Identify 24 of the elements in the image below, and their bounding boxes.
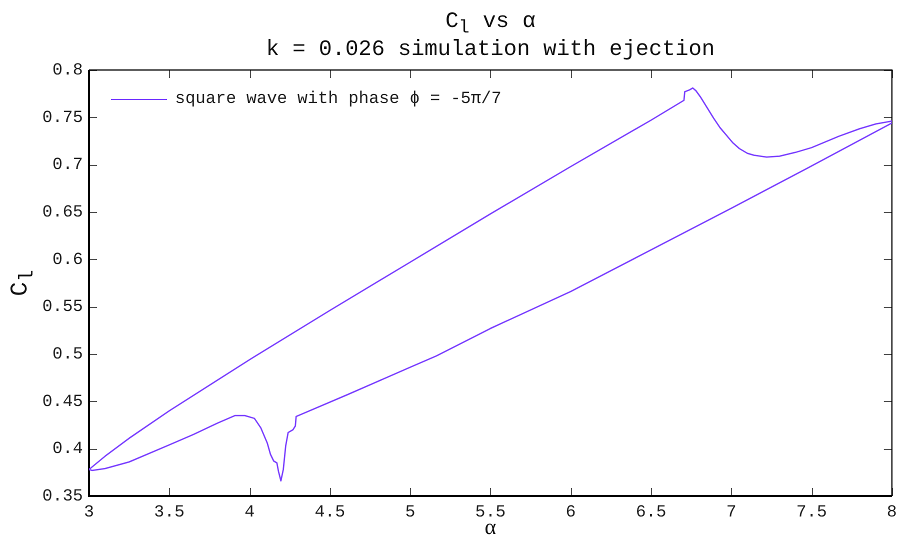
y-tick-label: 0.35: [42, 488, 83, 506]
legend-label: square wave with phase ϕ = -5π/7: [175, 90, 502, 108]
y-tick-label: 0.8: [52, 62, 83, 80]
chart-title: C$_{l}$ vs α: [445, 9, 536, 38]
x-tick-label: 5: [405, 504, 416, 523]
y-tick-label: 0.7: [52, 156, 83, 176]
x-tick-label: 7: [726, 504, 736, 523]
y-tick-label: 0.65: [42, 204, 83, 222]
x-tick-label: 5.5: [475, 504, 506, 523]
y-tick-label: 0.75: [42, 108, 83, 128]
x-tick-label: 4.5: [314, 504, 346, 523]
y-tick-label: 0.4: [52, 440, 83, 460]
y-tick-label: 0.55: [42, 298, 83, 318]
x-tick-label: 6.5: [636, 504, 666, 523]
x-tick-label: 4: [244, 504, 255, 523]
x-tick-label: 3: [84, 504, 94, 523]
x-tick-label: 6: [566, 504, 576, 523]
y-tick-label: 0.45: [42, 392, 83, 412]
x-tick-label: 7.5: [796, 504, 827, 523]
x-tick-label: 8: [886, 504, 897, 523]
x-tick-label: 3.5: [154, 504, 185, 523]
chart-subtitle: k = 0.026 simulation with ejection: [265, 37, 716, 62]
y-tick-label: 0.6: [52, 250, 83, 270]
y-tick-label: 0.5: [52, 346, 83, 364]
